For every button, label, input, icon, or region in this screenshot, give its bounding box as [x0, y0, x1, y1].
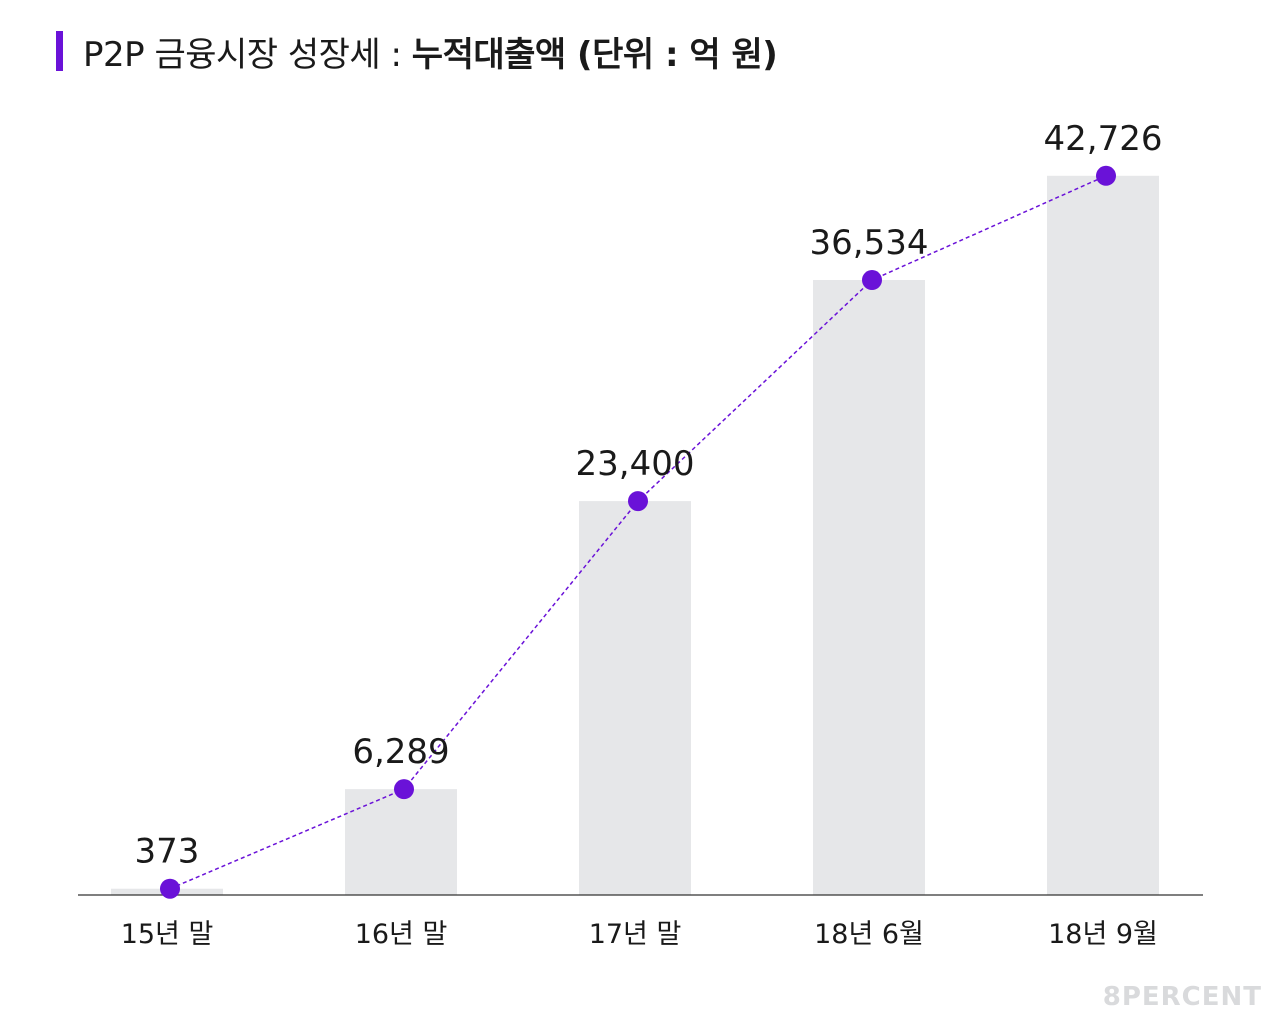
data-point-3: [628, 491, 648, 512]
title-text: P2P 금융시장 성장세 : 누적대출액 (단위 : 억 원): [83, 27, 778, 76]
data-point-1: [160, 878, 180, 899]
bar-2: [345, 789, 457, 895]
data-point-2: [394, 779, 414, 800]
category-label-1: 15년 말: [121, 919, 214, 950]
category-label-2: 16년 말: [355, 919, 448, 950]
bar-4: [813, 280, 925, 895]
value-label-5: 42,726: [1044, 119, 1163, 159]
brand-watermark: 8PERCENT: [1102, 982, 1262, 1012]
category-label-3: 17년 말: [589, 919, 682, 950]
category-label-5: 18년 9월: [1048, 919, 1158, 950]
bar-5: [1047, 175, 1159, 896]
data-point-4: [862, 270, 882, 291]
value-label-1: 373: [135, 832, 200, 872]
value-label-3: 23,400: [576, 444, 695, 484]
title-emphasis: 누적대출액 (단위 : 억 원): [411, 34, 778, 75]
category-label-4: 18년 6월: [814, 919, 924, 950]
title-prefix: P2P 금융시장 성장세 :: [83, 34, 412, 75]
title-accent-bar: [56, 31, 63, 71]
chart-title: P2P 금융시장 성장세 : 누적대출액 (단위 : 억 원): [56, 26, 778, 76]
bar-3: [579, 501, 691, 895]
value-label-4: 36,534: [810, 223, 929, 263]
value-label-2: 6,289: [352, 732, 449, 772]
data-point-5: [1096, 165, 1116, 186]
